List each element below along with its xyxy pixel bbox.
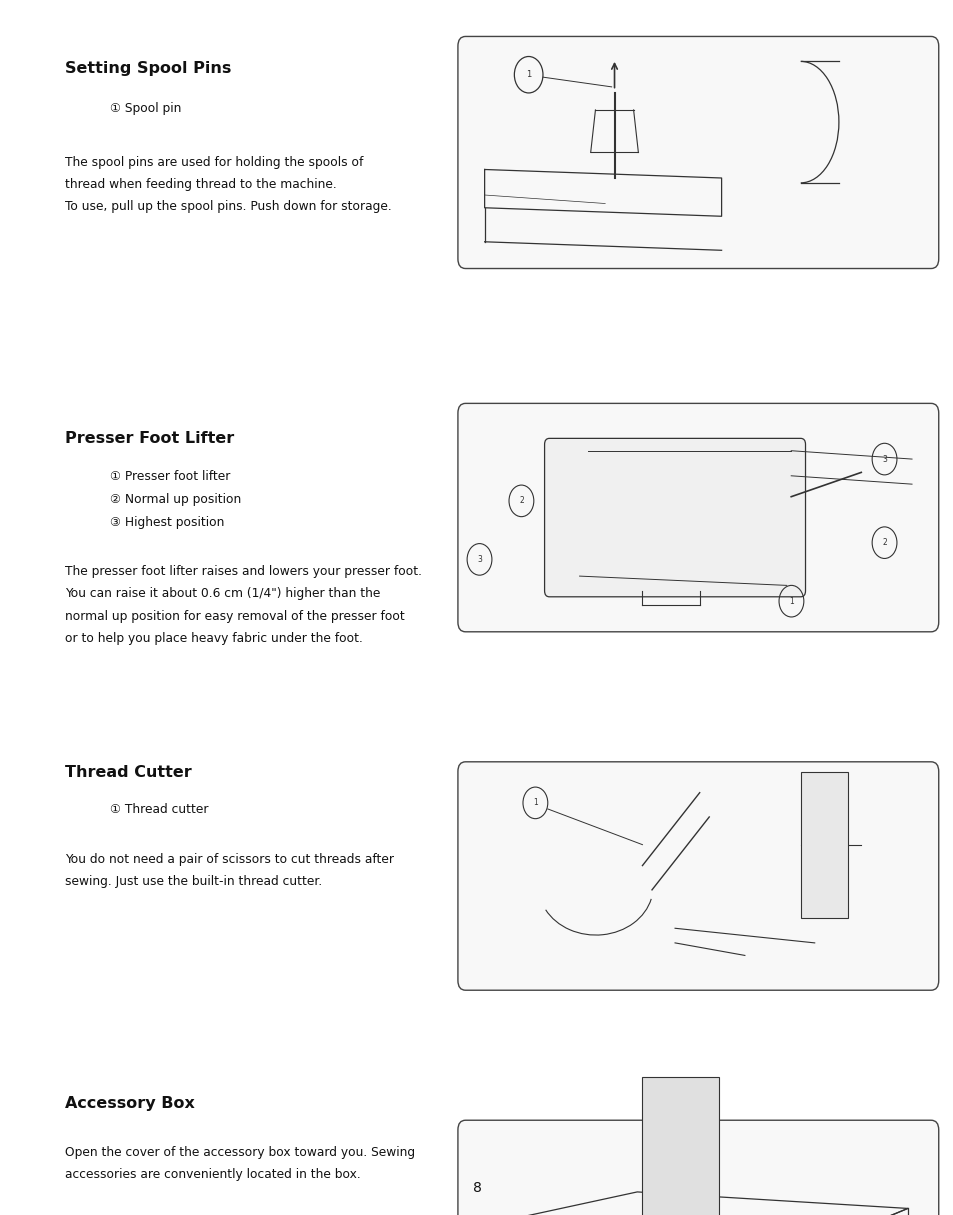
Text: ① Spool pin: ① Spool pin xyxy=(110,102,181,115)
Text: 2: 2 xyxy=(882,538,886,547)
Text: accessories are conveniently located in the box.: accessories are conveniently located in … xyxy=(65,1169,360,1181)
FancyBboxPatch shape xyxy=(457,762,938,990)
Text: 1: 1 xyxy=(788,597,793,606)
Text: Thread Cutter: Thread Cutter xyxy=(65,765,192,780)
Text: ① Thread cutter: ① Thread cutter xyxy=(110,803,208,816)
Text: 2: 2 xyxy=(518,497,523,505)
Text: thread when feeding thread to the machine.: thread when feeding thread to the machin… xyxy=(65,177,336,191)
Text: sewing. Just use the built-in thread cutter.: sewing. Just use the built-in thread cut… xyxy=(65,875,322,888)
Text: The presser foot lifter raises and lowers your presser foot.: The presser foot lifter raises and lower… xyxy=(65,565,421,578)
Text: or to help you place heavy fabric under the foot.: or to help you place heavy fabric under … xyxy=(65,632,362,645)
Text: normal up position for easy removal of the presser foot: normal up position for easy removal of t… xyxy=(65,610,404,623)
FancyBboxPatch shape xyxy=(457,36,938,269)
Text: ② Normal up position: ② Normal up position xyxy=(110,493,241,507)
Text: You do not need a pair of scissors to cut threads after: You do not need a pair of scissors to cu… xyxy=(65,853,394,866)
Bar xyxy=(800,772,847,917)
Text: The spool pins are used for holding the spools of: The spool pins are used for holding the … xyxy=(65,156,363,169)
Text: Open the cover of the accessory box toward you. Sewing: Open the cover of the accessory box towa… xyxy=(65,1146,415,1159)
FancyBboxPatch shape xyxy=(457,403,938,632)
FancyBboxPatch shape xyxy=(457,1120,938,1215)
Text: ③ Highest position: ③ Highest position xyxy=(110,516,224,530)
Text: 8: 8 xyxy=(472,1181,481,1196)
Text: Presser Foot Lifter: Presser Foot Lifter xyxy=(65,431,233,446)
Text: 1: 1 xyxy=(525,70,531,79)
Text: Setting Spool Pins: Setting Spool Pins xyxy=(65,61,231,75)
Text: Accessory Box: Accessory Box xyxy=(65,1096,194,1111)
FancyBboxPatch shape xyxy=(544,439,804,597)
Text: 3: 3 xyxy=(476,555,481,564)
Text: 1: 1 xyxy=(533,798,537,808)
Text: ① Presser foot lifter: ① Presser foot lifter xyxy=(110,470,230,484)
Bar xyxy=(641,1076,718,1215)
Text: 3: 3 xyxy=(882,454,886,464)
Text: You can raise it about 0.6 cm (1/4") higher than the: You can raise it about 0.6 cm (1/4") hig… xyxy=(65,587,380,600)
Text: To use, pull up the spool pins. Push down for storage.: To use, pull up the spool pins. Push dow… xyxy=(65,200,392,214)
